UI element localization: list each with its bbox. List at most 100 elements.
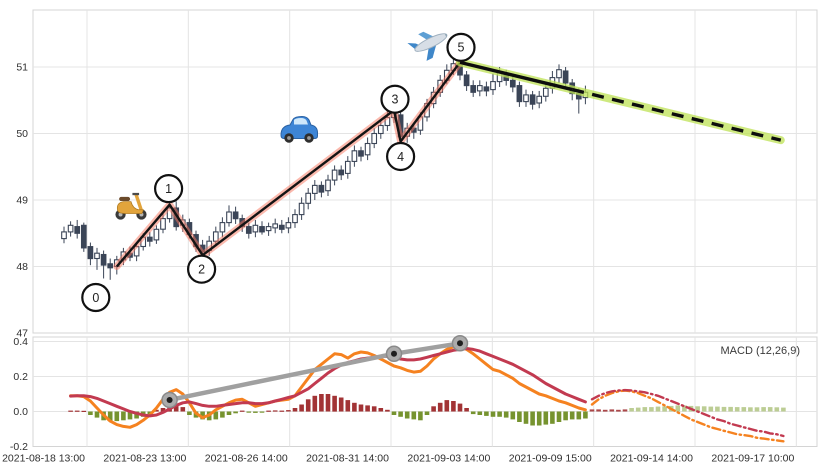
macd-histogram-bar[interactable]: [68, 410, 73, 412]
macd-histogram-bar[interactable]: [371, 406, 377, 412]
macd-histogram-bar[interactable]: [259, 411, 265, 413]
candlestick[interactable]: [153, 228, 160, 241]
candlestick[interactable]: [338, 169, 345, 176]
candlestick[interactable]: [463, 74, 470, 87]
candlestick[interactable]: [67, 224, 74, 233]
macd-histogram-bar[interactable]: [352, 402, 357, 412]
forecast-histogram-bar[interactable]: [589, 409, 595, 412]
macd-histogram-bar[interactable]: [398, 411, 403, 417]
candlestick[interactable]: [542, 87, 549, 97]
candlestick[interactable]: [74, 226, 81, 234]
macd-histogram-bar[interactable]: [233, 411, 238, 414]
candlestick[interactable]: [94, 252, 100, 260]
macd-histogram-bar[interactable]: [365, 405, 370, 412]
macd-histogram-bar[interactable]: [88, 411, 93, 416]
macd-histogram-bar[interactable]: [543, 411, 549, 425]
macd-histogram-bar[interactable]: [312, 395, 318, 412]
candlestick[interactable]: [311, 184, 318, 194]
macd-histogram-bar[interactable]: [437, 402, 443, 412]
macd-histogram-bar[interactable]: [490, 411, 496, 417]
macd-histogram-bar[interactable]: [292, 408, 298, 412]
macd-histogram-bar[interactable]: [81, 410, 87, 412]
macd-histogram-bar[interactable]: [569, 411, 575, 420]
candlestick[interactable]: [364, 142, 371, 156]
candlestick[interactable]: [226, 211, 232, 224]
candlestick[interactable]: [529, 94, 536, 105]
candlestick[interactable]: [509, 79, 516, 88]
forecast-histogram-bar[interactable]: [675, 405, 681, 412]
candlestick[interactable]: [556, 69, 562, 79]
macd-histogram-bar[interactable]: [160, 408, 166, 412]
forecast-histogram-bar[interactable]: [701, 406, 707, 412]
macd-histogram-bar[interactable]: [503, 411, 509, 418]
candlestick[interactable]: [344, 160, 351, 174]
candlestick[interactable]: [562, 70, 569, 84]
forecast-histogram-bar[interactable]: [767, 407, 773, 412]
candlestick[interactable]: [536, 95, 543, 104]
macd-histogram-bar[interactable]: [74, 410, 80, 412]
candlestick[interactable]: [358, 150, 364, 157]
macd-histogram-bar[interactable]: [385, 409, 390, 412]
macd-histogram-bar[interactable]: [464, 408, 469, 412]
forecast-histogram-bar[interactable]: [781, 407, 786, 412]
candlestick[interactable]: [232, 211, 239, 220]
macd-histogram-bar[interactable]: [213, 411, 219, 420]
trend-projection-solid[interactable]: [459, 60, 573, 92]
macd-histogram-bar[interactable]: [107, 411, 113, 422]
forecast-histogram-bar[interactable]: [649, 407, 654, 412]
macd-histogram-bar[interactable]: [226, 411, 232, 416]
forecast-histogram-bar[interactable]: [609, 409, 615, 412]
candlestick[interactable]: [259, 226, 265, 233]
macd-histogram-bar[interactable]: [536, 411, 542, 426]
macd-histogram-bar[interactable]: [530, 411, 535, 426]
forecast-histogram-bar[interactable]: [715, 406, 720, 412]
macd-histogram-bar[interactable]: [272, 410, 278, 412]
macd-histogram-bar[interactable]: [154, 409, 159, 412]
candlestick[interactable]: [100, 253, 107, 266]
forecast-histogram-bar[interactable]: [774, 407, 780, 412]
macd-histogram-bar[interactable]: [246, 411, 252, 413]
candlestick[interactable]: [325, 179, 331, 192]
candlestick[interactable]: [292, 214, 298, 224]
macd-histogram-bar[interactable]: [550, 411, 555, 424]
candlestick[interactable]: [351, 150, 358, 162]
macd-histogram-bar[interactable]: [187, 411, 192, 416]
candlestick[interactable]: [516, 85, 523, 103]
forecast-histogram-bar[interactable]: [695, 406, 700, 412]
macd-histogram-bar[interactable]: [418, 411, 423, 421]
macd-histogram-bar[interactable]: [477, 411, 483, 416]
macd-histogram-bar[interactable]: [517, 411, 522, 423]
candlestick[interactable]: [245, 226, 252, 234]
forecast-histogram-bar[interactable]: [629, 408, 634, 412]
candlestick[interactable]: [470, 85, 477, 93]
macd-histogram-bar[interactable]: [484, 411, 489, 416]
trend-projection-dashed[interactable]: [571, 87, 782, 142]
forecast-histogram-bar[interactable]: [602, 409, 608, 412]
macd-histogram-bar[interactable]: [404, 411, 410, 419]
macd-histogram-bar[interactable]: [305, 399, 311, 412]
candlestick[interactable]: [490, 81, 496, 91]
macd-histogram-bar[interactable]: [444, 400, 450, 412]
macd-histogram-bar[interactable]: [451, 401, 456, 412]
candlestick[interactable]: [272, 223, 279, 229]
macd-histogram-bar[interactable]: [563, 411, 568, 421]
candlestick[interactable]: [252, 224, 259, 233]
forecast-histogram-bar[interactable]: [622, 409, 628, 412]
macd-histogram-bar[interactable]: [286, 410, 291, 412]
candlestick[interactable]: [305, 192, 312, 204]
macd-histogram-bar[interactable]: [127, 411, 133, 420]
candlestick[interactable]: [285, 222, 292, 229]
macd-histogram-bar[interactable]: [147, 411, 153, 415]
macd-histogram-bar[interactable]: [200, 411, 205, 420]
forecast-histogram-bar[interactable]: [616, 409, 621, 412]
candlestick[interactable]: [146, 236, 153, 242]
macd-histogram-bar[interactable]: [497, 411, 502, 417]
candlestick[interactable]: [265, 226, 272, 232]
macd-histogram-bar[interactable]: [266, 410, 271, 412]
macd-histogram-bar[interactable]: [391, 411, 397, 416]
macd-histogram-bar[interactable]: [470, 411, 476, 415]
forecast-histogram-bar[interactable]: [596, 409, 601, 412]
forecast-histogram-bar[interactable]: [748, 407, 753, 412]
macd-histogram-bar[interactable]: [556, 411, 562, 423]
